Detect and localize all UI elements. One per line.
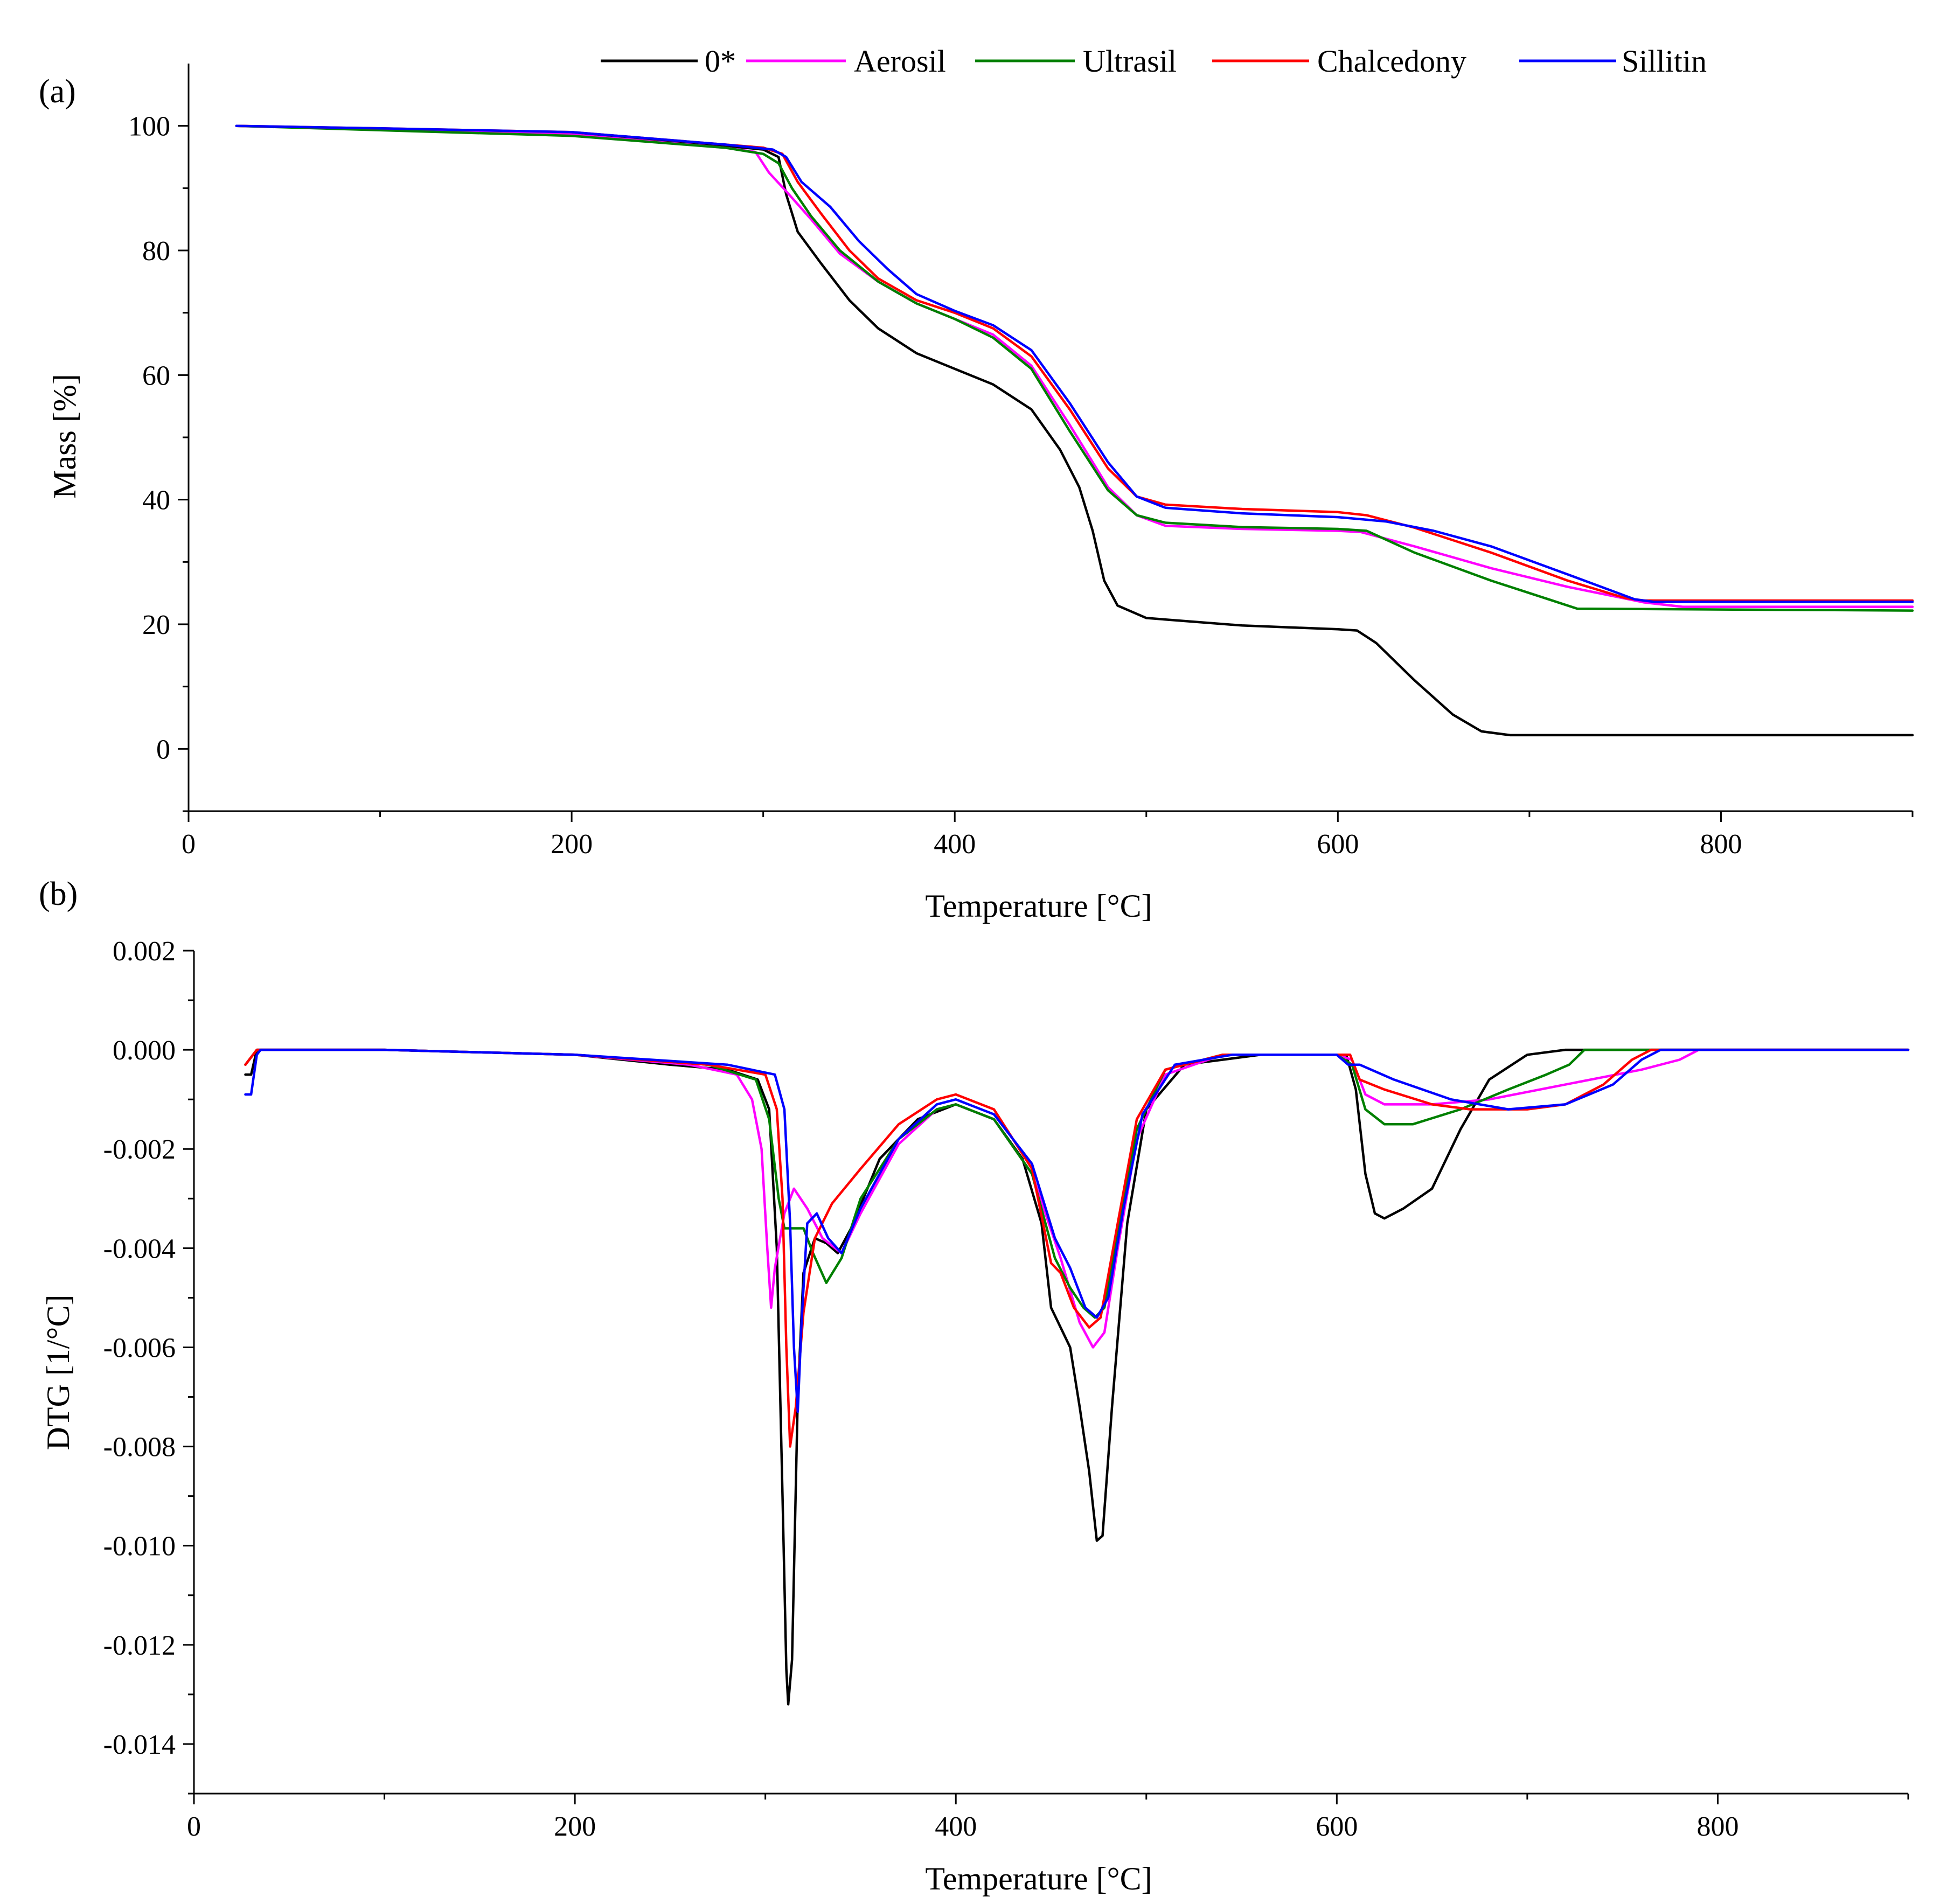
dtg-line-ultrasil [244,1048,1910,1319]
dtg-x-tick-label: 0 [187,1811,201,1842]
mass-x-tick-label: 600 [1317,829,1359,860]
dtg-y-tick-label: -0.012 [103,1630,176,1661]
mass-x-tick-label: 800 [1700,829,1742,860]
legend-label-chalcedony: Chalcedony [1317,44,1466,79]
mass-y-tick-label: 60 [142,360,170,391]
mass-x-tick-label: 400 [934,829,976,860]
mass-x-tick-label: 0 [182,829,196,860]
dtg-x-tick-label: 200 [554,1811,596,1842]
panel-a-label: (a) [39,73,76,110]
dtg-x-axis-title: Temperature [°C] [925,1861,1152,1896]
legend-item-chalcedony: Chalcedony [1212,44,1466,79]
dtg-y-tick-label: -0.014 [103,1729,176,1760]
mass-x-axis-title: Temperature [°C] [925,888,1152,924]
dtg-x-tick-label: 800 [1696,1811,1739,1842]
dtg-y-tick-label: -0.010 [103,1531,176,1562]
mass-line-ultrasil [235,124,1914,612]
legend-item-0star: 0* [601,44,736,79]
dtg-y-tick-label: -0.006 [103,1333,176,1363]
mass-x-tick-label: 200 [551,829,593,860]
mass-line-sillitin [235,124,1914,603]
legend-label-aerosil: Aerosil [854,44,946,79]
dtg-line-chalcedony [244,1048,1910,1448]
legend-label-ultrasil: Ultrasil [1083,44,1177,79]
mass-y-tick-label: 100 [128,111,170,142]
legend: 0* Aerosil Ultrasil Chalcedony Sillitin [601,44,1707,79]
mass-line-0star [235,124,1914,737]
dtg-y-tick-label: -0.002 [103,1134,176,1165]
mass-series-group [235,124,1914,737]
panel-b-label: (b) [39,876,78,912]
dtg-x-tick-label: 600 [1316,1811,1358,1842]
dtg-y-tick-label: -0.008 [103,1432,176,1463]
mass-y-tick-label: 80 [142,236,170,267]
dtg-line-sillitin [244,1048,1910,1413]
dtg-series-group [244,1048,1910,1706]
dtg-y-tick-label: 0.000 [113,1035,176,1066]
legend-item-aerosil: Aerosil [746,44,946,79]
legend-item-ultrasil: Ultrasil [975,44,1177,79]
dtg-y-tick-label: -0.004 [103,1233,176,1264]
legend-item-sillitin: Sillitin [1519,44,1707,79]
dtg-chart-panel: (b) 0 200 400 600 800 0.002 0.000 -0.002 -0.004 -… [39,876,1910,1896]
mass-line-aerosil [235,124,1914,608]
mass-chart-panel: (a) 0 200 400 600 800 0 20 40 60 80 100 Temperatur… [39,44,1914,924]
mass-y-tick-label: 0 [156,734,170,765]
dtg-y-axis-title: DTG [1/°C] [40,1295,76,1450]
mass-y-tick-label: 40 [142,485,170,516]
mass-axis-ticks: 0 200 400 600 800 0 20 40 60 80 100 [128,111,1914,860]
legend-label-sillitin: Sillitin [1622,44,1707,79]
dtg-y-tick-label: 0.002 [113,936,176,967]
legend-label-0star: 0* [705,44,736,79]
mass-y-axis-title: Mass [%] [47,374,82,499]
dtg-axis-ticks: 0 200 400 600 800 0.002 0.000 -0.002 -0.004 -0.00… [103,936,1909,1842]
mass-y-tick-label: 20 [142,610,170,640]
dtg-line-0star [244,1048,1910,1706]
dtg-x-tick-label: 400 [935,1811,977,1842]
